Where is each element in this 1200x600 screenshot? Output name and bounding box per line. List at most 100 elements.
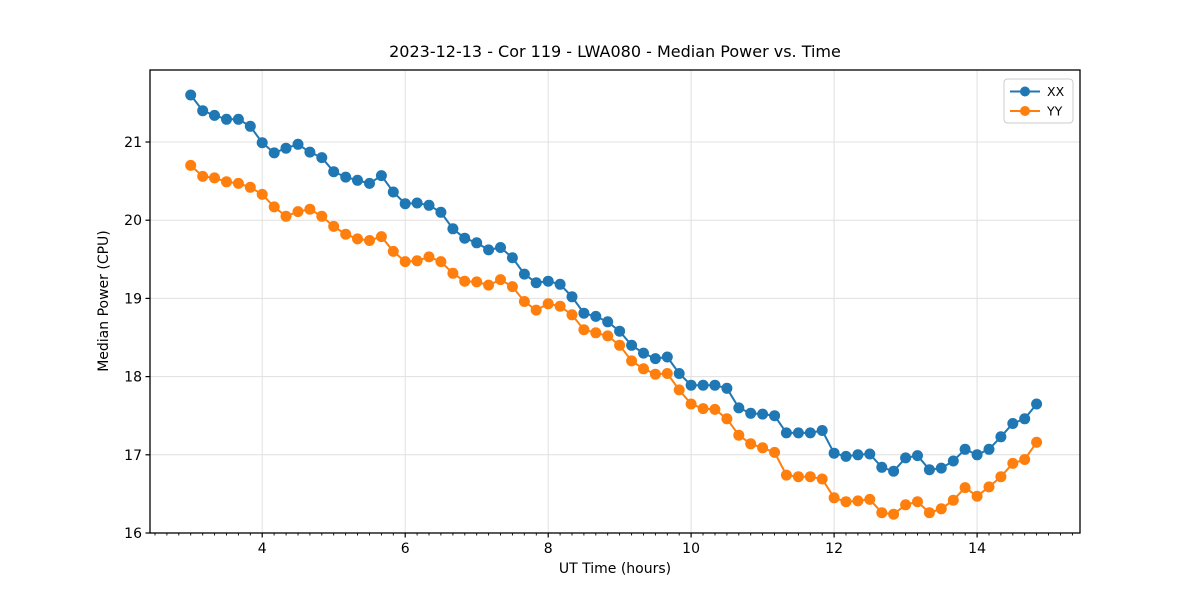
data-point — [721, 413, 733, 425]
data-point — [506, 281, 518, 293]
data-point — [232, 113, 244, 125]
data-point — [459, 275, 471, 287]
data-point — [328, 220, 340, 232]
data-point — [530, 277, 542, 289]
y-tick-label: 18 — [124, 370, 142, 386]
data-point — [709, 403, 721, 415]
data-point — [399, 198, 411, 210]
legend-label-xx: XX — [1047, 84, 1065, 99]
data-point — [1019, 454, 1031, 465]
data-point — [209, 109, 220, 121]
data-point — [483, 244, 495, 256]
data-point — [209, 172, 220, 184]
data-point — [733, 402, 745, 414]
data-point — [828, 447, 840, 459]
data-point — [733, 429, 745, 441]
data-point — [685, 398, 697, 410]
data-point — [340, 228, 352, 240]
legend-marker-yy — [1020, 106, 1030, 116]
data-point — [375, 170, 387, 182]
data-point — [745, 407, 757, 419]
data-point — [506, 252, 518, 264]
data-point — [423, 251, 435, 263]
data-point — [280, 210, 292, 222]
data-point — [268, 201, 280, 213]
legend-marker-xx — [1020, 86, 1030, 97]
x-tick-label: 4 — [258, 541, 267, 557]
data-point — [411, 197, 423, 209]
data-point — [971, 449, 983, 461]
data-point — [697, 379, 709, 391]
data-point — [661, 351, 673, 363]
data-point — [352, 174, 363, 186]
data-point — [554, 278, 566, 290]
data-point — [626, 355, 638, 367]
data-point — [780, 427, 792, 439]
y-tick-label: 17 — [124, 448, 142, 464]
data-point — [244, 181, 256, 193]
data-point — [459, 232, 471, 244]
x-tick-label: 12 — [825, 541, 843, 557]
series-layer — [185, 89, 1043, 520]
legend: XX YY — [1003, 78, 1074, 124]
data-point — [721, 382, 733, 394]
data-point — [876, 461, 888, 473]
data-point — [876, 507, 888, 519]
data-point — [221, 113, 232, 125]
data-point — [542, 298, 554, 310]
data-point — [471, 276, 483, 288]
x-tick-label: 8 — [544, 541, 553, 557]
data-point — [757, 442, 769, 454]
data-point — [1007, 457, 1019, 469]
data-point — [399, 256, 411, 268]
data-point — [900, 499, 912, 511]
data-point — [304, 203, 316, 215]
data-point — [995, 431, 1007, 443]
data-point — [364, 235, 375, 246]
data-point — [888, 465, 900, 477]
series-line — [189, 94, 1038, 473]
data-point — [554, 300, 566, 312]
data-point — [983, 443, 995, 455]
data-point — [328, 166, 340, 178]
y-tick-label: 21 — [124, 135, 142, 151]
data-point — [935, 462, 947, 474]
data-point — [590, 327, 602, 339]
data-point — [852, 495, 864, 507]
x-tick-label: 14 — [968, 541, 986, 557]
data-point — [840, 496, 852, 508]
data-point — [923, 464, 935, 476]
data-point — [221, 176, 232, 188]
data-point — [912, 496, 923, 508]
data-point — [697, 403, 709, 415]
data-point — [673, 368, 685, 379]
data-point — [292, 206, 304, 218]
data-point — [780, 469, 792, 481]
data-point — [447, 223, 459, 235]
data-point — [816, 473, 828, 485]
data-point — [649, 353, 661, 365]
data-point — [280, 142, 292, 154]
data-point — [638, 347, 649, 359]
data-point — [852, 449, 864, 461]
data-point — [387, 186, 399, 198]
data-point — [435, 256, 447, 268]
data-point — [185, 159, 197, 171]
series-yy — [185, 159, 1043, 520]
data-point — [828, 492, 840, 504]
x-tick-label: 10 — [682, 541, 700, 557]
data-point — [757, 408, 769, 420]
data-point — [447, 267, 459, 279]
data-point — [840, 450, 852, 462]
data-point — [1031, 398, 1043, 410]
data-point — [685, 379, 697, 391]
data-point — [387, 245, 399, 257]
data-point — [638, 363, 649, 375]
y-tick-label: 20 — [124, 213, 142, 229]
data-point — [542, 275, 554, 287]
data-point — [912, 450, 923, 462]
data-point — [626, 339, 638, 351]
y-tick-label: 19 — [124, 291, 142, 307]
